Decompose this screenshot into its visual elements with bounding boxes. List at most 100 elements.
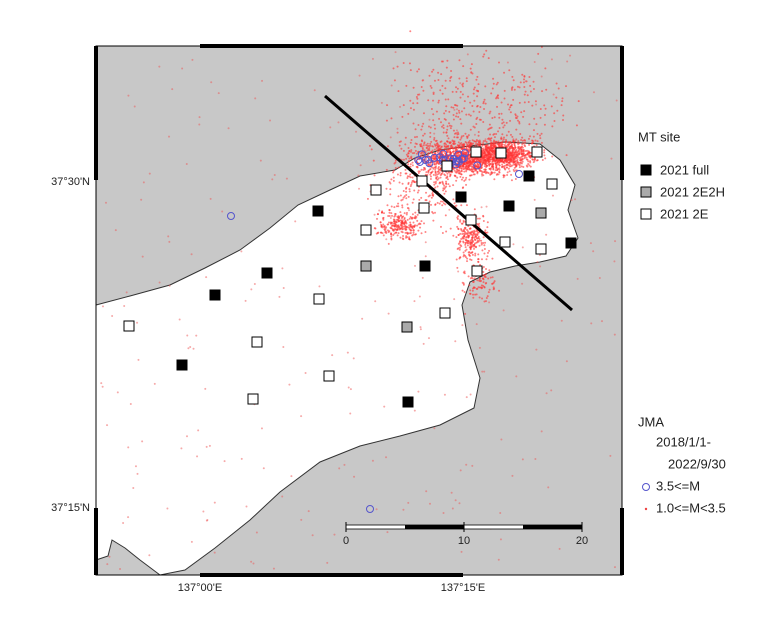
quake bbox=[456, 131, 459, 134]
quake bbox=[420, 168, 423, 171]
quake bbox=[250, 288, 253, 291]
quake bbox=[411, 164, 414, 167]
quake bbox=[492, 166, 495, 169]
quake bbox=[477, 223, 480, 226]
quake bbox=[412, 229, 415, 232]
quake bbox=[361, 317, 364, 320]
quake bbox=[503, 174, 506, 177]
quake bbox=[395, 205, 398, 208]
quake bbox=[447, 183, 450, 186]
quake bbox=[463, 179, 466, 182]
quake bbox=[192, 347, 195, 350]
quake bbox=[482, 143, 485, 146]
quake bbox=[468, 253, 471, 256]
quake bbox=[490, 144, 493, 147]
quake bbox=[418, 93, 421, 96]
quake bbox=[137, 358, 140, 361]
quake bbox=[455, 236, 458, 239]
quake bbox=[407, 226, 410, 229]
quake bbox=[461, 232, 464, 235]
quake bbox=[359, 164, 362, 167]
quake bbox=[538, 254, 541, 257]
quake bbox=[501, 141, 504, 144]
quake bbox=[403, 212, 406, 215]
quake bbox=[313, 89, 316, 92]
quake bbox=[465, 248, 468, 251]
quake bbox=[598, 277, 601, 280]
quake bbox=[127, 516, 130, 519]
quake bbox=[498, 171, 501, 174]
quake bbox=[516, 85, 519, 88]
quake bbox=[451, 507, 454, 510]
quake bbox=[465, 77, 468, 80]
quake bbox=[198, 116, 201, 119]
quake bbox=[478, 237, 481, 240]
quake bbox=[166, 507, 169, 510]
quake bbox=[565, 85, 568, 88]
quake bbox=[460, 141, 463, 144]
quake bbox=[497, 558, 500, 561]
quake bbox=[416, 219, 419, 222]
mt-site bbox=[470, 146, 482, 158]
quake bbox=[495, 83, 498, 86]
quake bbox=[555, 82, 558, 85]
quake bbox=[506, 163, 509, 166]
quake bbox=[460, 122, 463, 125]
quake bbox=[400, 220, 403, 223]
mt-site bbox=[535, 207, 547, 219]
quake bbox=[427, 99, 430, 102]
quake bbox=[413, 300, 416, 303]
quake bbox=[441, 84, 444, 87]
quake bbox=[469, 232, 472, 235]
quake bbox=[140, 198, 143, 201]
quake bbox=[460, 222, 463, 225]
quake bbox=[422, 112, 425, 115]
mt-site bbox=[261, 267, 273, 279]
quake bbox=[461, 186, 464, 189]
quake bbox=[488, 156, 491, 159]
quake bbox=[375, 232, 378, 235]
quake bbox=[518, 142, 521, 145]
quake bbox=[615, 99, 618, 102]
quake bbox=[506, 166, 509, 169]
quake bbox=[482, 55, 485, 58]
quake bbox=[404, 231, 407, 234]
quake bbox=[491, 276, 494, 279]
quake bbox=[209, 197, 212, 200]
quake bbox=[498, 168, 501, 171]
legend-label: 2021 full bbox=[660, 162, 709, 177]
quake bbox=[550, 58, 553, 61]
quake bbox=[171, 88, 174, 91]
quake bbox=[390, 212, 393, 215]
quake bbox=[433, 163, 436, 166]
quake bbox=[433, 79, 436, 82]
quake bbox=[407, 152, 410, 155]
quake bbox=[464, 312, 467, 315]
quake bbox=[500, 143, 503, 146]
quake bbox=[394, 51, 397, 54]
quake bbox=[486, 171, 489, 174]
quake bbox=[167, 235, 170, 238]
quake bbox=[424, 255, 427, 258]
quake bbox=[400, 147, 403, 150]
quake bbox=[466, 160, 469, 163]
quake bbox=[476, 233, 479, 236]
quake bbox=[300, 415, 303, 418]
quake bbox=[486, 226, 489, 229]
quake bbox=[409, 221, 412, 224]
quake bbox=[399, 174, 402, 177]
quake bbox=[136, 472, 139, 475]
quake bbox=[508, 170, 511, 173]
quake bbox=[419, 326, 422, 329]
quake bbox=[387, 221, 390, 224]
quake bbox=[403, 216, 406, 219]
quake bbox=[511, 151, 514, 154]
quake bbox=[449, 173, 452, 176]
quake bbox=[394, 213, 397, 216]
quake bbox=[491, 87, 494, 90]
quake bbox=[446, 140, 449, 143]
quake bbox=[536, 132, 539, 135]
quake-large bbox=[424, 155, 433, 164]
quake bbox=[468, 227, 471, 230]
quake bbox=[482, 148, 485, 151]
